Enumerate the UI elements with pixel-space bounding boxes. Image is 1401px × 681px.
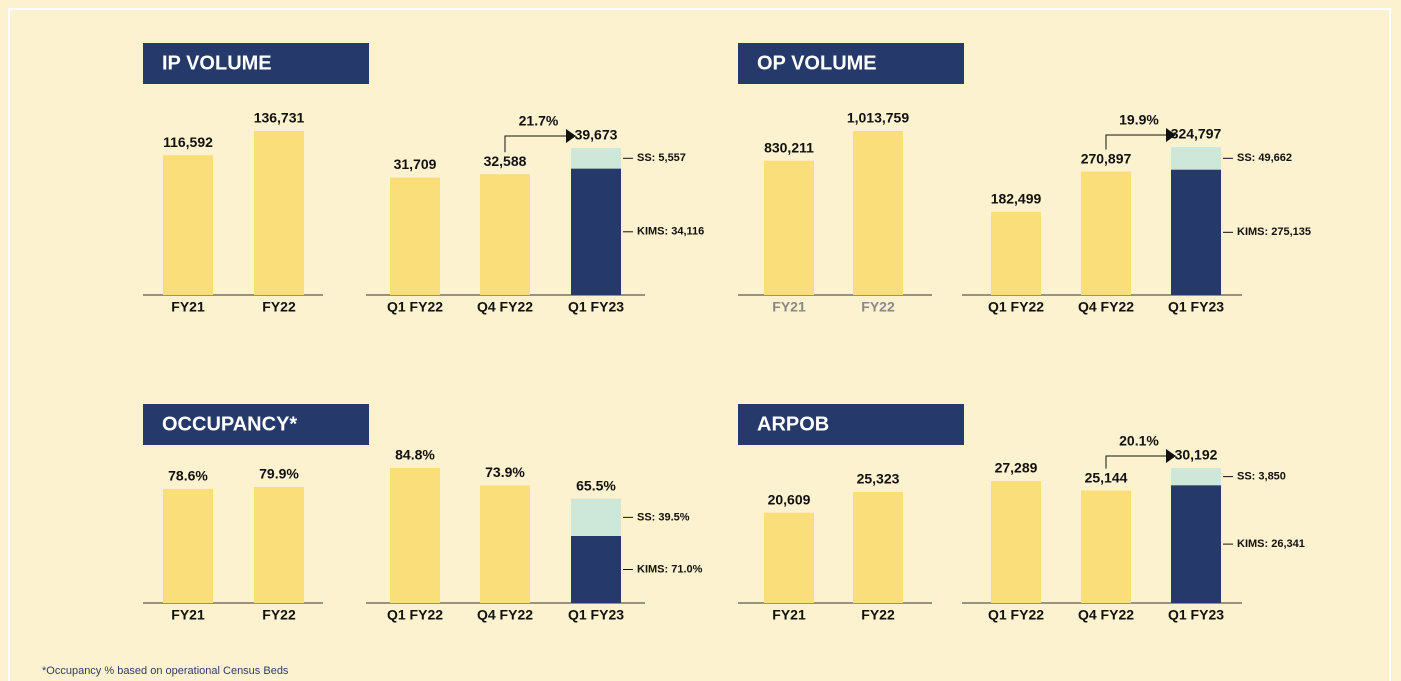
value-label: 270,897 xyxy=(1081,150,1132,166)
arrow-head xyxy=(1166,449,1176,463)
stack-segment xyxy=(571,535,621,603)
bar xyxy=(163,155,213,295)
stack-segment xyxy=(571,148,621,169)
panel-title: OP VOLUME xyxy=(757,52,877,74)
stack-segment xyxy=(1171,485,1221,603)
bar xyxy=(1081,171,1131,295)
category-label: FY22 xyxy=(861,299,895,315)
frame xyxy=(8,8,1391,681)
value-label: 25,323 xyxy=(857,471,900,487)
stack-segment xyxy=(571,168,621,295)
bar xyxy=(853,131,903,295)
segment-label: SS: 39.5% xyxy=(637,511,690,523)
growth-label: 19.9% xyxy=(1119,112,1159,128)
value-label: 27,289 xyxy=(995,460,1038,476)
category-label: Q1 FY23 xyxy=(568,607,624,623)
value-label: 30,192 xyxy=(1175,447,1218,463)
bar xyxy=(254,487,304,603)
stack-segment xyxy=(1171,169,1221,295)
stack-segment xyxy=(1171,147,1221,170)
category-label: Q4 FY22 xyxy=(477,607,533,623)
category-label: Q1 FY23 xyxy=(568,299,624,315)
category-label: FY21 xyxy=(772,299,806,315)
category-label: FY22 xyxy=(262,607,296,623)
bar xyxy=(1081,490,1131,603)
category-label: Q1 FY22 xyxy=(988,607,1044,623)
bar xyxy=(390,177,440,295)
panel-title: ARPOB xyxy=(757,413,829,435)
category-label: Q4 FY22 xyxy=(1078,299,1134,315)
category-label: FY22 xyxy=(861,607,895,623)
value-label: 20,609 xyxy=(768,491,811,507)
value-label: 65.5% xyxy=(576,477,616,493)
value-label: 324,797 xyxy=(1171,126,1222,142)
growth-label: 21.7% xyxy=(519,113,559,129)
value-label: 182,499 xyxy=(991,191,1042,207)
value-label: 73.9% xyxy=(485,464,525,480)
segment-label: SS: 49,662 xyxy=(1237,152,1292,164)
footnote: *Occupancy % based on operational Census… xyxy=(42,665,289,677)
value-label: 79.9% xyxy=(259,466,299,482)
category-label: Q1 FY22 xyxy=(387,299,443,315)
category-label: Q1 FY22 xyxy=(387,607,443,623)
category-label: Q1 FY22 xyxy=(988,299,1044,315)
arrow-head xyxy=(566,129,576,143)
bar xyxy=(480,485,530,603)
category-label: FY21 xyxy=(171,607,205,623)
bar xyxy=(764,160,814,295)
stack-segment xyxy=(1171,468,1221,486)
arrow-head xyxy=(1166,128,1176,142)
bar xyxy=(480,174,530,295)
value-label: 32,588 xyxy=(484,153,527,169)
value-label: 136,731 xyxy=(254,110,305,126)
segment-label: KIMS: 71.0% xyxy=(637,563,703,575)
growth-label: 20.1% xyxy=(1119,433,1159,449)
value-label: 78.6% xyxy=(168,468,208,484)
segment-label: SS: 3,850 xyxy=(1237,471,1286,483)
panel-title-box xyxy=(143,43,369,84)
panel-title-box xyxy=(143,404,369,445)
segment-label: KIMS: 26,341 xyxy=(1237,538,1305,550)
growth-arrow xyxy=(1105,134,1166,150)
category-label: Q1 FY23 xyxy=(1168,299,1224,315)
bar xyxy=(254,131,304,295)
panel-title: IP VOLUME xyxy=(162,52,272,74)
value-label: 31,709 xyxy=(394,156,437,172)
panel-title-box xyxy=(738,43,964,84)
growth-arrow xyxy=(504,135,566,153)
category-label: Q1 FY23 xyxy=(1168,607,1224,623)
bar xyxy=(991,480,1041,603)
bar xyxy=(991,211,1041,295)
panel-title-box xyxy=(738,404,964,445)
category-label: Q4 FY22 xyxy=(477,299,533,315)
value-label: 39,673 xyxy=(575,127,618,143)
value-label: 116,592 xyxy=(163,134,213,150)
segment-label: KIMS: 275,135 xyxy=(1237,226,1311,238)
stack-segment xyxy=(571,498,621,536)
category-label: FY22 xyxy=(262,299,296,315)
category-label: FY21 xyxy=(171,299,205,315)
segment-label: KIMS: 34,116 xyxy=(637,226,704,238)
category-label: Q4 FY22 xyxy=(1078,607,1134,623)
value-label: 830,211 xyxy=(764,139,814,155)
bar xyxy=(764,512,814,603)
value-label: 1,013,759 xyxy=(847,110,909,126)
value-label: 25,144 xyxy=(1085,469,1128,485)
bar xyxy=(390,468,440,603)
bar xyxy=(853,492,903,603)
value-label: 84.8% xyxy=(395,447,435,463)
segment-label: SS: 5,557 xyxy=(637,152,686,164)
panel-title: OCCUPANCY* xyxy=(162,413,297,435)
bar xyxy=(163,488,213,603)
category-label: FY21 xyxy=(772,607,806,623)
growth-arrow xyxy=(1105,455,1166,469)
